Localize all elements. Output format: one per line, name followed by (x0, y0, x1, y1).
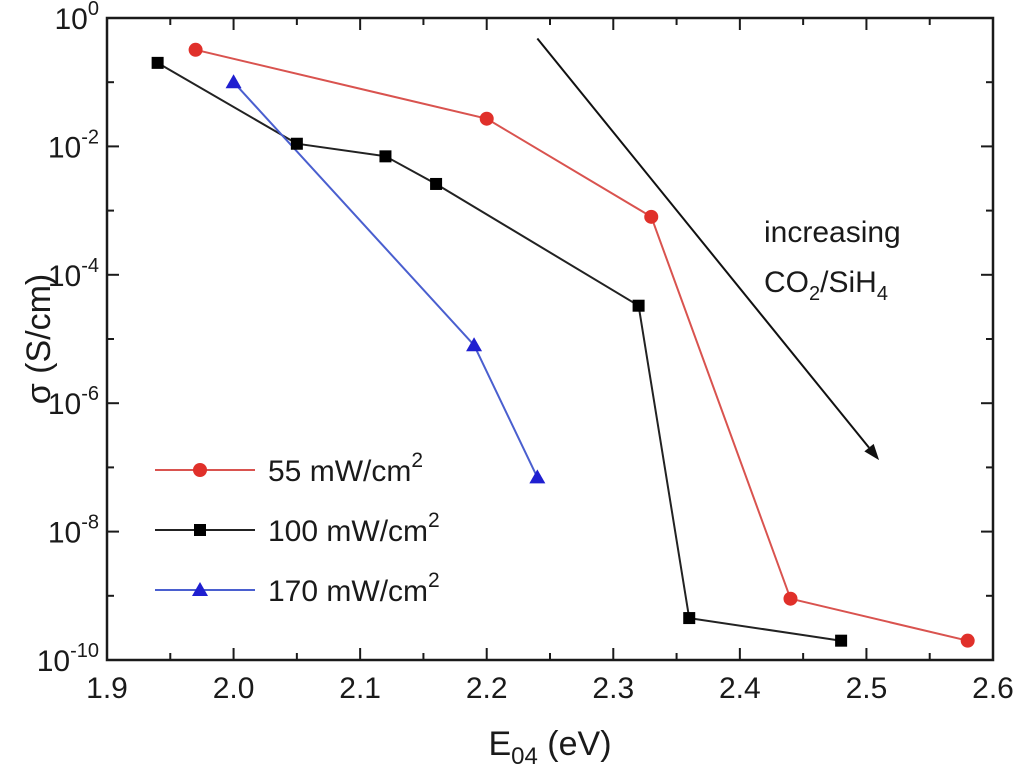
ticks: 1.9 2.0 2.1 2.2 2.3 2.4 2.5 2.6 100 10-2 10-4 10-6 1… (37, 0, 1014, 705)
plot-frame (105, 16, 995, 662)
annotation: increasing CO2/SiH4 (536, 37, 901, 461)
x-tick-label: 2.4 (719, 672, 761, 705)
y-tick-label: 10-6 (48, 383, 99, 421)
annotation-line1: increasing (764, 216, 901, 249)
legend-label-100: 100 mW/cm2 (268, 509, 440, 548)
legend-label-170: 170 mW/cm2 (268, 569, 440, 608)
x-tick-label: 2.5 (846, 672, 888, 705)
data-point (290, 137, 303, 150)
legend-entry-100: 100 mW/cm2 (155, 509, 440, 548)
data-point (151, 56, 164, 69)
data-point (225, 74, 242, 89)
series-line-1 (157, 62, 842, 642)
data-point (379, 150, 392, 163)
legend-entry-55: 55 mW/cm2 (155, 449, 423, 488)
legend: 55 mW/cm2 100 mW/cm2 170 mW/cm2 (155, 449, 440, 608)
x-tick-label: 1.9 (86, 672, 128, 705)
x-tick-label: 2.6 (972, 672, 1014, 705)
annotation-line2: CO2/SiH4 (764, 266, 888, 305)
data-point (683, 612, 696, 625)
data-point (430, 177, 443, 190)
legend-label-55: 55 mW/cm2 (268, 449, 423, 488)
y-tick-label: 10-2 (48, 126, 99, 164)
series-markers (151, 42, 975, 648)
legend-marker-55 (193, 463, 207, 477)
x-axis-title: E04 (eV) (488, 725, 611, 770)
x-tick-label: 2.3 (592, 672, 634, 705)
series-line-2 (232, 81, 539, 478)
legend-marker-100 (194, 524, 206, 536)
y-tick-label: 10-10 (37, 640, 99, 678)
data-point (632, 299, 645, 312)
data-point (529, 469, 546, 484)
series-lines (157, 48, 968, 642)
data-point (960, 633, 975, 648)
legend-marker-170 (192, 582, 208, 596)
data-point (783, 591, 798, 606)
data-point (835, 634, 848, 647)
x-tick-label: 2.1 (339, 672, 381, 705)
data-point (466, 337, 483, 352)
data-point (644, 209, 659, 224)
annotation-arrow-head (864, 443, 880, 461)
x-tick-label: 2.2 (466, 672, 508, 705)
y-tick-label: 10-4 (48, 255, 99, 293)
annotation-arrow (536, 37, 870, 449)
data-point (479, 111, 494, 126)
x-tick-label: 2.0 (213, 672, 255, 705)
y-tick-label: 100 (55, 0, 100, 36)
legend-entry-170: 170 mW/cm2 (155, 569, 440, 608)
y-tick-label: 10-8 (48, 512, 99, 550)
series-line-0 (195, 48, 968, 642)
data-point (188, 42, 203, 57)
y-axis-title: σ (S/cm) (20, 274, 58, 405)
